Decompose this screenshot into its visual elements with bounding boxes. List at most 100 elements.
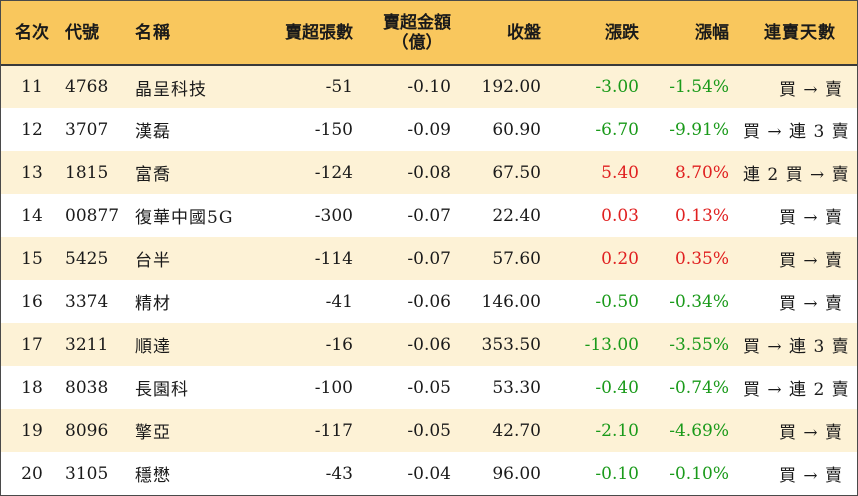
header-rank[interactable]: 名次	[15, 22, 49, 43]
table-row[interactable]: 12 3707 漢磊 -150 -0.09 60.90 -6.70 -9.91% 買 → 連 3…	[1, 108, 857, 151]
cell-change-pct: -1.54%	[669, 77, 729, 97]
cell-change-pct: -0.74%	[669, 377, 729, 398]
cell-change: -0.40	[595, 377, 639, 398]
table-row[interactable]: 16 3374 精材 -41 -0.06 146.00 -0.50 -0.34% 買 → 賣	[1, 280, 857, 323]
cell-name: 漢磊	[135, 122, 171, 142]
header-net-lots[interactable]: 賣超張數	[285, 22, 353, 43]
header-change-pct[interactable]: 漲幅	[695, 22, 729, 43]
cell-rank: 11	[21, 77, 43, 97]
cell-code: 3105	[65, 463, 109, 484]
header-close[interactable]: 收盤	[507, 22, 541, 43]
cell-rank: 16	[21, 291, 43, 312]
cell-net-amount: -0.05	[407, 377, 451, 398]
cell-change: -6.70	[595, 119, 639, 140]
cell-name: 順達	[135, 337, 171, 357]
cell-rank: 17	[21, 334, 43, 355]
cell-name: 擎亞	[135, 423, 171, 443]
cell-code: 5425	[65, 248, 109, 269]
cell-streak: 買 → 賣	[778, 208, 843, 228]
cell-change-pct: 0.13%	[674, 205, 729, 226]
cell-net-lots: -117	[314, 420, 353, 441]
cell-code: 8096	[65, 420, 109, 441]
cell-streak: 買 → 賣	[778, 79, 843, 100]
header-row: 名次 代號 名稱 賣超張數 賣超金額 （億） 收盤 漲跌 漲幅 連賣天數	[1, 1, 857, 65]
cell-change-pct: -3.55%	[669, 334, 729, 355]
cell-streak: 買 → 連 3 賣	[743, 122, 850, 142]
cell-streak: 買 → 連 2 賣	[743, 380, 850, 400]
cell-change-pct: 0.35%	[674, 248, 729, 269]
cell-net-lots: -51	[325, 77, 353, 97]
cell-net-amount: -0.07	[407, 205, 451, 226]
header-change[interactable]: 漲跌	[605, 22, 639, 43]
cell-change-pct: -9.91%	[669, 119, 729, 140]
cell-name: 富喬	[135, 165, 171, 185]
cell-change: 0.03	[601, 205, 639, 226]
cell-close: 42.70	[492, 420, 541, 441]
table-row[interactable]: 20 3105 穩懋 -43 -0.04 96.00 -0.10 -0.10% 買 → 賣	[1, 452, 857, 495]
cell-code: 8038	[65, 377, 109, 398]
cell-close: 53.30	[492, 377, 541, 398]
table-row[interactable]: 15 5425 台半 -114 -0.07 57.60 0.20 0.35% 買 → 賣	[1, 237, 857, 280]
table-header: 名次 代號 名稱 賣超張數 賣超金額 （億） 收盤 漲跌 漲幅 連賣天數	[1, 1, 857, 65]
cell-change: -0.10	[595, 463, 639, 484]
table-row[interactable]: 17 3211 順達 -16 -0.06 353.50 -13.00 -3.55% 買 → 連 …	[1, 323, 857, 366]
cell-code: 3707	[65, 119, 109, 140]
cell-name: 復華中國5G	[135, 208, 234, 228]
cell-close: 57.60	[492, 248, 541, 269]
cell-name: 精材	[135, 294, 171, 314]
cell-streak: 買 → 連 3 賣	[743, 337, 850, 357]
cell-close: 60.90	[492, 119, 541, 140]
cell-net-amount: -0.09	[407, 119, 451, 140]
cell-close: 96.00	[492, 463, 541, 484]
cell-net-amount: -0.10	[407, 77, 451, 97]
cell-streak: 買 → 賣	[778, 294, 843, 314]
cell-name: 晶呈科技	[135, 79, 207, 100]
cell-net-lots: -41	[325, 291, 353, 312]
cell-net-amount: -0.05	[407, 420, 451, 441]
cell-rank: 15	[21, 248, 43, 269]
header-streak[interactable]: 連賣天數	[764, 22, 836, 43]
cell-close: 67.50	[492, 162, 541, 183]
cell-rank: 13	[21, 162, 43, 183]
cell-net-lots: -16	[325, 334, 353, 355]
header-code[interactable]: 代號	[65, 22, 99, 43]
cell-streak: 買 → 賣	[778, 251, 843, 271]
cell-rank: 20	[21, 463, 43, 484]
cell-net-amount: -0.04	[407, 463, 451, 484]
table-row[interactable]: 18 8038 長園科 -100 -0.05 53.30 -0.40 -0.74% 買 → 連 …	[1, 366, 857, 409]
cell-change-pct: -4.69%	[669, 420, 729, 441]
cell-rank: 12	[21, 119, 43, 140]
cell-rank: 14	[21, 205, 43, 226]
cell-net-lots: -300	[314, 205, 353, 226]
cell-net-lots: -124	[314, 162, 353, 183]
cell-close: 146.00	[481, 291, 541, 312]
table-row[interactable]: 19 8096 擎亞 -117 -0.05 42.70 -2.10 -4.69% 買 → 賣	[1, 409, 857, 452]
cell-net-lots: -114	[314, 248, 353, 269]
cell-net-amount: -0.08	[407, 162, 451, 183]
table-body: 11 4768 晶呈科技 -51 -0.10 192.00 -3.00 -1.54% 買 → 賣…	[1, 65, 857, 495]
cell-name: 穩懋	[135, 466, 171, 486]
cell-change-pct: -0.34%	[669, 291, 729, 312]
table-row[interactable]: 14 00877 復華中國5G -300 -0.07 22.40 0.03 0.13% 買 → …	[1, 194, 857, 237]
cell-change: 0.20	[601, 248, 639, 269]
cell-code: 1815	[65, 162, 109, 183]
cell-net-amount: -0.06	[407, 291, 451, 312]
cell-change: -3.00	[595, 77, 639, 97]
cell-streak: 連 2 買 → 賣	[743, 165, 850, 185]
header-net-amount-line1: 賣超金額	[383, 12, 451, 33]
cell-code: 4768	[65, 77, 109, 97]
cell-name: 長園科	[135, 380, 189, 400]
header-net-amount[interactable]: 賣超金額 （億）	[365, 1, 469, 65]
cell-rank: 18	[21, 377, 43, 398]
cell-change: -0.50	[595, 291, 639, 312]
header-net-amount-line2: （億）	[391, 32, 443, 53]
table-row[interactable]: 13 1815 富喬 -124 -0.08 67.50 5.40 8.70% 連 2 買 → 賣	[1, 151, 857, 194]
cell-close: 353.50	[481, 334, 541, 355]
header-name[interactable]: 名稱	[135, 22, 171, 43]
cell-net-amount: -0.06	[407, 334, 451, 355]
cell-streak: 買 → 賣	[778, 466, 843, 486]
table-row[interactable]: 11 4768 晶呈科技 -51 -0.10 192.00 -3.00 -1.54% 買 → 賣	[1, 65, 857, 108]
cell-change: -2.10	[595, 420, 639, 441]
cell-net-lots: -43	[325, 463, 353, 484]
